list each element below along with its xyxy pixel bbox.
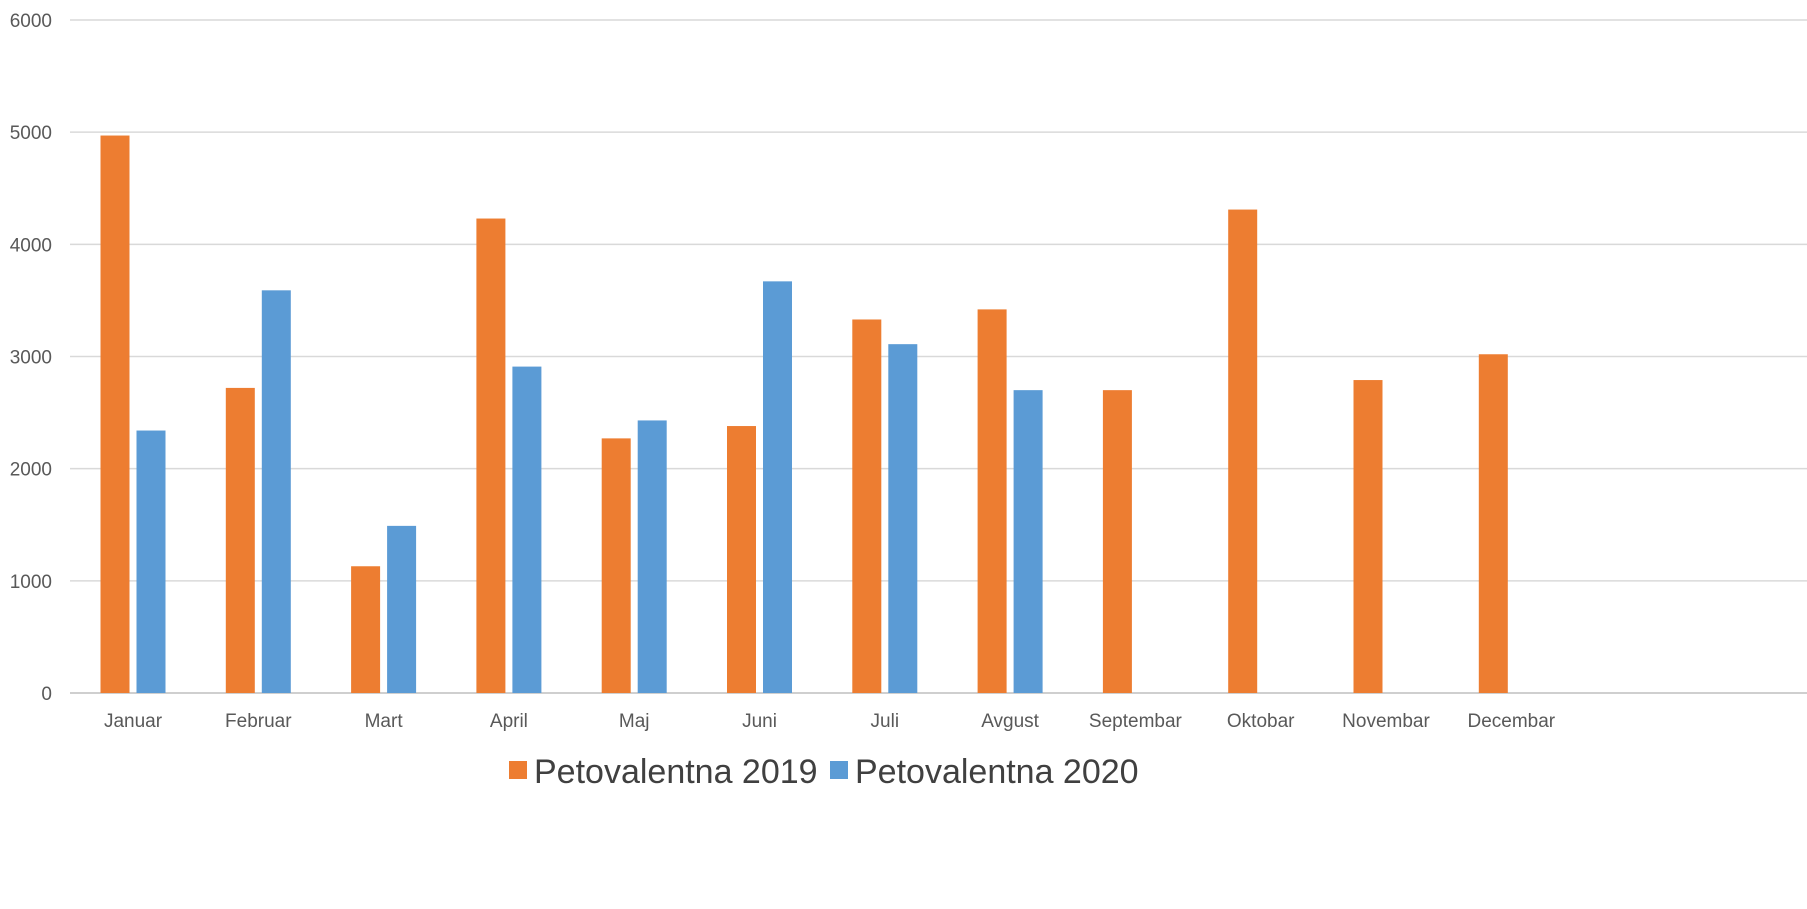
x-tick-label: Septembar: [1089, 711, 1183, 732]
x-tick-label: Decembar: [1467, 711, 1555, 732]
y-tick-label: 1000: [10, 572, 52, 593]
bar-series-2020-januar: [136, 430, 166, 693]
bar-series-2019-oktobar: [1228, 209, 1258, 694]
y-tick-label: 5000: [10, 123, 52, 144]
bar-series-2019-juni: [727, 426, 756, 693]
bar-series-2019-januar: [100, 135, 130, 693]
bar-series-2019-septembar: [1102, 390, 1132, 693]
bar-series-2020-mart: [387, 525, 417, 693]
legend: Petovalentna 2019 Petovalentna 2020: [509, 753, 1139, 791]
bar-series-2019-avgust: [977, 309, 1007, 693]
gridlines: [70, 19, 1807, 694]
x-tick-label: April: [490, 711, 528, 732]
bar-series-2020-maj: [637, 420, 667, 693]
y-tick-label: 2000: [10, 460, 52, 481]
bar-series-2019-mart: [351, 566, 381, 693]
y-tick-label: 4000: [10, 235, 52, 256]
bar-series-2019-juli: [852, 319, 882, 693]
bars: [100, 135, 1508, 694]
bar-series-2019-decembar: [1478, 354, 1508, 693]
x-tick-label: Oktobar: [1227, 711, 1295, 732]
y-axis-ticks: 0 1000 2000 3000 4000 5000 6000: [10, 11, 52, 705]
bar-series-2020-april: [512, 366, 542, 693]
bar-series-2019-februar: [225, 387, 255, 693]
bar-series-2020-februar: [261, 290, 291, 693]
x-tick-label: Maj: [619, 711, 650, 732]
x-tick-label: Januar: [104, 711, 163, 732]
legend-label: Petovalentna 2019: [534, 753, 818, 791]
x-tick-label: Juli: [871, 711, 900, 732]
x-axis-labels: Januar Februar Mart April Maj Juni Juli Avgust S…: [104, 711, 1556, 732]
bar-series-2020-avgust: [1013, 390, 1043, 693]
bar-series-2020-juli: [888, 344, 918, 693]
x-tick-label: Juni: [742, 711, 777, 732]
bar-series-2020-juni: [763, 281, 792, 693]
bar-series-2019-april: [476, 218, 506, 693]
bar-series-2019-novembar: [1353, 380, 1383, 693]
y-tick-label: 6000: [10, 11, 52, 32]
legend-swatch: [830, 761, 848, 779]
x-tick-label: Novembar: [1342, 711, 1430, 732]
y-tick-label: 3000: [10, 348, 52, 369]
y-tick-label: 0: [41, 684, 52, 705]
legend-label: Petovalentna 2020: [855, 753, 1139, 791]
x-tick-label: Mart: [365, 711, 404, 732]
x-tick-label: Februar: [225, 711, 292, 732]
legend-swatch: [509, 761, 527, 779]
x-tick-label: Avgust: [981, 711, 1039, 732]
bar-series-2019-maj: [601, 438, 631, 693]
